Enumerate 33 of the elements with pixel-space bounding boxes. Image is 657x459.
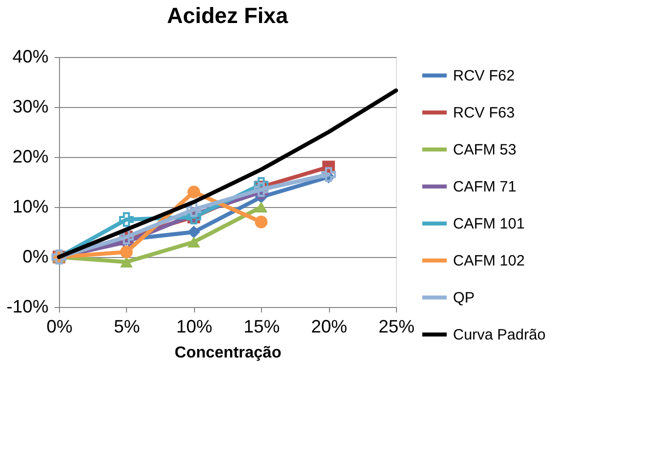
y-tick-label: -10% [6,296,48,316]
point [254,202,268,212]
point [186,202,202,217]
y-tick-label: 0% [22,246,48,266]
x-tick-label: 5% [114,316,140,336]
legend-label: CAFM 71 [453,178,516,196]
y-tick-label: 20% [12,146,48,166]
legend-label: Curva Padrão [453,326,546,344]
x-tick-label: 20% [311,316,348,336]
x-tick-label: 10% [176,316,212,336]
y-tick-label: 30% [12,96,48,116]
point [120,246,133,258]
legend-label: CAFM 101 [453,216,525,232]
point [187,226,200,238]
point [187,236,200,248]
legend-label: CAFM 53 [453,142,516,158]
legend-label: RCV F62 [453,68,515,84]
x-axis-title: Concentração [174,344,282,362]
point [254,216,268,228]
x-tick-label: 0% [46,316,73,336]
x-tick-label: 15% [244,316,280,336]
point [254,177,269,192]
point [187,186,200,198]
y-tick-label: 10% [12,196,48,216]
y-tick-label: 40% [12,46,48,66]
chart-title: Acidez Fixa [166,3,289,28]
point [120,256,133,268]
point [321,167,336,182]
point [119,212,134,227]
legend-label: CAFM 102 [453,252,525,270]
legend-label: RCV F63 [453,104,515,122]
x-tick-label: 25% [378,316,415,336]
legend-label: QP [453,290,475,306]
